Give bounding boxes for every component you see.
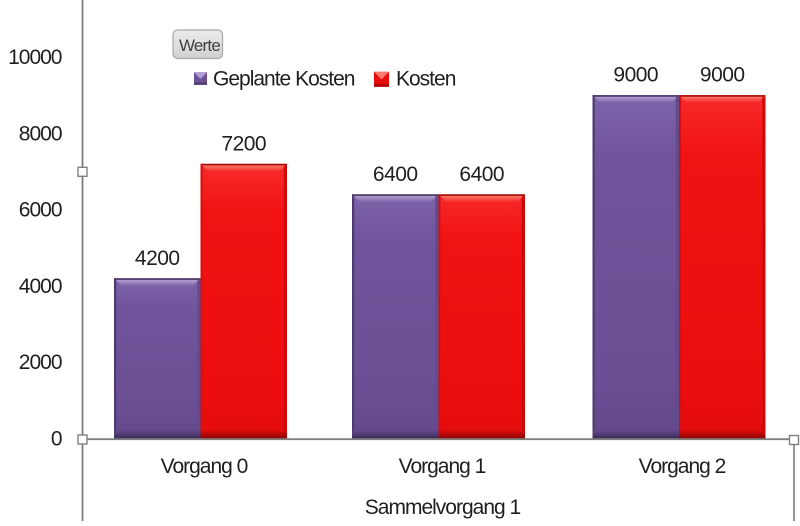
svg-text:10000: 10000: [8, 46, 62, 69]
svg-text:4200: 4200: [135, 247, 180, 270]
svg-text:Werte: Werte: [179, 36, 220, 55]
svg-text:4000: 4000: [19, 275, 62, 298]
svg-text:6400: 6400: [373, 163, 418, 186]
svg-text:6000: 6000: [19, 199, 62, 222]
svg-text:Vorgang 1: Vorgang 1: [399, 455, 486, 478]
svg-text:Vorgang 0: Vorgang 0: [161, 455, 248, 478]
svg-text:2000: 2000: [19, 351, 62, 374]
svg-text:Geplante Kosten: Geplante Kosten: [213, 67, 355, 90]
svg-text:0: 0: [51, 428, 62, 451]
svg-text:6400: 6400: [459, 163, 504, 186]
svg-text:9000: 9000: [700, 64, 745, 87]
svg-text:9000: 9000: [613, 64, 658, 87]
svg-text:8000: 8000: [19, 122, 62, 145]
svg-text:Kosten: Kosten: [396, 67, 456, 90]
svg-text:7200: 7200: [221, 132, 266, 155]
svg-text:Vorgang 2: Vorgang 2: [639, 455, 726, 478]
svg-text:Sammelvorgang 1: Sammelvorgang 1: [365, 496, 521, 519]
